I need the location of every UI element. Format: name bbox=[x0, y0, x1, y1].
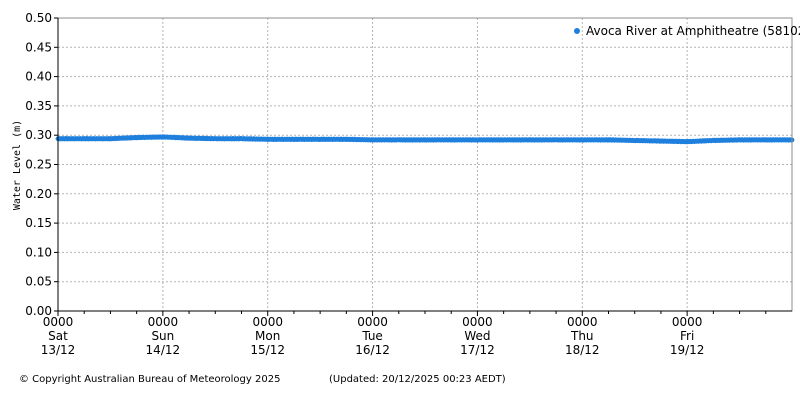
x-tick-label: Mon bbox=[255, 329, 280, 343]
data-point bbox=[632, 138, 638, 143]
x-tick-label: 13/12 bbox=[41, 343, 76, 357]
data-point bbox=[684, 139, 690, 145]
data-point bbox=[134, 135, 140, 140]
data-point bbox=[553, 137, 559, 143]
legend-marker bbox=[574, 28, 580, 34]
x-tick-label: 14/12 bbox=[146, 343, 181, 357]
y-tick-label: 0.35 bbox=[25, 99, 52, 113]
data-point bbox=[343, 136, 349, 142]
y-axis-ticks: 0.00 0.05 0.10 0.15 0.20 0.25 0.30 0.35 0.40 0.45… bbox=[25, 11, 58, 318]
x-tick-label: 0000 bbox=[43, 315, 74, 329]
data-point bbox=[501, 137, 507, 143]
data-point bbox=[81, 136, 87, 142]
data-point bbox=[265, 136, 271, 142]
data-point bbox=[370, 137, 375, 143]
y-tick-label: 0.50 bbox=[25, 11, 52, 25]
data-point bbox=[606, 137, 611, 143]
y-tick-label: 0.00 bbox=[25, 304, 52, 318]
x-tick-label: 16/12 bbox=[355, 343, 390, 357]
x-tick-label: Fri bbox=[680, 329, 694, 343]
x-tick-label: 0000 bbox=[672, 315, 703, 329]
data-point bbox=[763, 137, 769, 143]
data-point bbox=[710, 138, 716, 143]
x-tick-label: 18/12 bbox=[565, 343, 600, 357]
y-tick-label: 0.45 bbox=[25, 40, 52, 54]
data-point bbox=[579, 137, 585, 143]
legend-label: Avoca River at Amphitheatre (581028) bbox=[586, 24, 800, 38]
x-tick-label: 15/12 bbox=[250, 343, 285, 357]
y-tick-label: 0.10 bbox=[25, 245, 52, 259]
y-tick-label: 0.25 bbox=[25, 158, 52, 172]
data-point bbox=[317, 136, 323, 142]
data-point bbox=[108, 136, 113, 142]
y-axis-title: Water Level (m) bbox=[12, 120, 23, 210]
legend: Avoca River at Amphitheatre (581028) bbox=[574, 24, 800, 38]
axes bbox=[57, 17, 793, 312]
y-tick-label: 0.20 bbox=[25, 187, 52, 201]
x-tick-label: Thu bbox=[570, 329, 594, 343]
y-tick-label: 0.05 bbox=[25, 275, 52, 289]
data-point bbox=[396, 137, 402, 143]
y-tick-label: 0.15 bbox=[25, 216, 52, 230]
x-tick-label: 0000 bbox=[567, 315, 598, 329]
grid-lines bbox=[58, 17, 792, 311]
data-point bbox=[186, 135, 192, 141]
data-point bbox=[212, 136, 218, 142]
x-tick-label: 0000 bbox=[462, 315, 493, 329]
data-point bbox=[291, 136, 297, 142]
data-point bbox=[475, 137, 480, 143]
copyright-text: © Copyright Australian Bureau of Meteoro… bbox=[19, 374, 281, 385]
x-tick-label: Tue bbox=[361, 329, 383, 343]
x-tick-label: 0000 bbox=[357, 315, 388, 329]
data-point bbox=[422, 137, 428, 143]
x-tick-label: 19/12 bbox=[670, 343, 705, 357]
updated-text: (Updated: 20/12/2025 00:23 AEDT) bbox=[329, 374, 506, 385]
x-tick-label: Wed bbox=[464, 329, 490, 343]
series-points bbox=[55, 134, 795, 145]
x-tick-label: Sun bbox=[151, 329, 174, 343]
x-axis-ticks: 0000Sat13/120000Sun14/120000Mon15/120000… bbox=[41, 311, 767, 357]
x-tick-label: 0000 bbox=[252, 315, 283, 329]
y-tick-label: 0.40 bbox=[25, 70, 52, 84]
data-point bbox=[737, 137, 742, 143]
data-point bbox=[160, 134, 166, 140]
x-tick-label: 17/12 bbox=[460, 343, 495, 357]
x-tick-label: Sat bbox=[48, 329, 68, 343]
x-tick-label: 0000 bbox=[148, 315, 179, 329]
y-tick-label: 0.30 bbox=[25, 128, 52, 142]
data-point bbox=[527, 137, 533, 143]
plot-frame bbox=[57, 17, 793, 312]
data-point bbox=[239, 136, 244, 142]
data-point bbox=[658, 138, 664, 144]
data-point bbox=[448, 137, 454, 143]
